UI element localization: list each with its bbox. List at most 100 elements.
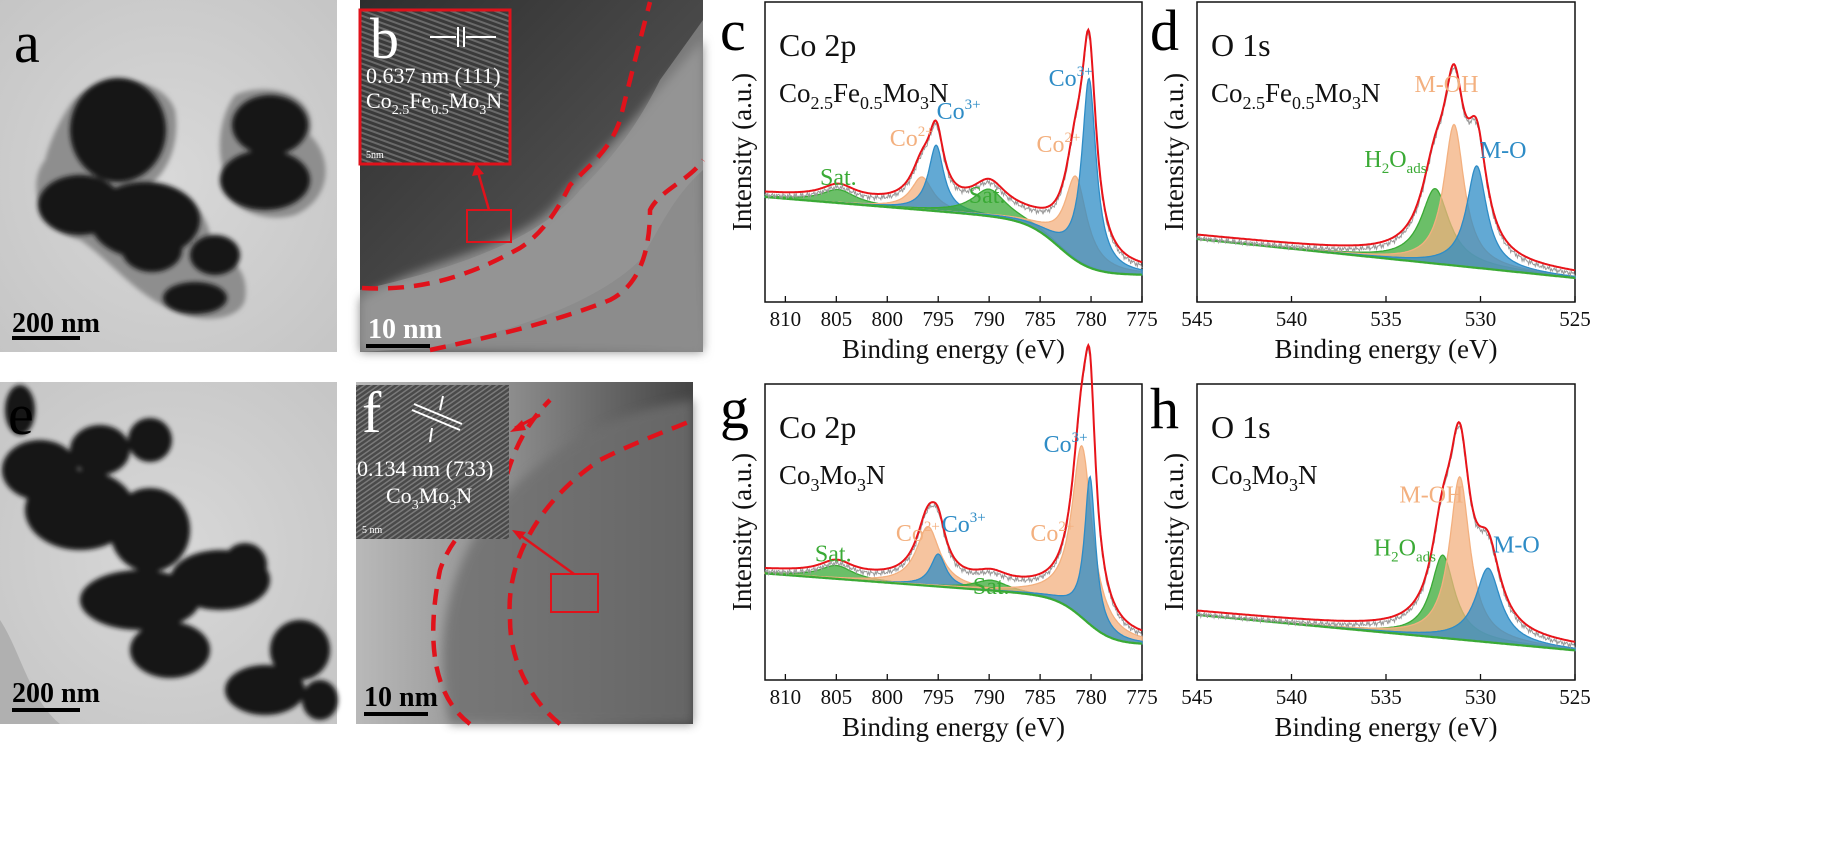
x-tick-label: 800 <box>872 307 904 331</box>
inset-spacing-f: 0.134 nm (733) <box>357 456 493 481</box>
lattice-spacing-marker-f <box>411 395 463 443</box>
panel-letter-a: a <box>14 10 40 75</box>
boundary-dashed-b-outer <box>429 158 705 353</box>
zoom-arrow-b <box>476 171 491 211</box>
compound-formula: Co2.5Fe0.5Mo3N <box>779 78 949 113</box>
panel-letter-d: d <box>1150 0 1179 63</box>
peak-label-sat: Sat. <box>969 183 1006 209</box>
scale-bar-b <box>366 344 430 348</box>
baseline-curve <box>764 572 1143 645</box>
xps-chart-d-o1s: d 545 540 535 530 525 Binding energy (eV) Inte… <box>1150 0 1591 364</box>
peak-label-mo: M-O <box>1480 138 1527 164</box>
x-tick-label: 795 <box>922 307 954 331</box>
x-tick-label: 780 <box>1075 307 1107 331</box>
scale-bar-label-b: 10 nm <box>368 314 442 345</box>
peak-label-h2oads: H2Oads <box>1374 536 1436 566</box>
x-tick-label: 800 <box>872 685 904 709</box>
x-tick-label: 790 <box>973 685 1005 709</box>
scale-bar-label-f: 10 nm <box>364 682 438 713</box>
boundary-dashed-f-outer <box>430 398 552 726</box>
compound-formula: Co3Mo3N <box>1211 460 1318 495</box>
peak-label-mo: M-O <box>1493 533 1540 559</box>
x-tick-label: 535 <box>1370 307 1402 331</box>
scale-bar-label-a: 200 nm <box>12 308 100 339</box>
x-axis-title: Binding energy (eV) <box>1275 334 1498 364</box>
inset-scale-f: 5 nm <box>362 525 383 536</box>
hrtem-panel-f: f 0.134 nm (733) Co3Mo3N 5 nm 10 nm <box>356 380 694 726</box>
chart-title: Co 2p <box>779 409 856 445</box>
x-tick-label: 535 <box>1370 685 1402 709</box>
panel-letter-b: b <box>370 6 399 71</box>
panel-letter-h: h <box>1150 376 1179 441</box>
zoom-arrow-f <box>519 533 575 576</box>
x-tick-label: 545 <box>1181 307 1213 331</box>
compound-formula: Co2.5Fe0.5Mo3N <box>1211 78 1381 113</box>
chart-title: O 1s <box>1211 409 1271 445</box>
tem-panel-e: e 200 nm <box>0 382 338 724</box>
x-tick-label: 785 <box>1024 685 1056 709</box>
scale-bar-label-e: 200 nm <box>12 678 100 709</box>
x-tick-label: 795 <box>922 685 954 709</box>
peak-label-sat: Sat. <box>820 165 857 191</box>
peak-label-co3: Co3+ <box>1049 64 1093 92</box>
boundary-dashed-f-inner <box>507 417 694 726</box>
peak-label-sat: Sat. <box>973 574 1010 600</box>
baseline-curve <box>764 195 1142 276</box>
peak-label-co3: Co3+ <box>1044 430 1088 458</box>
envelope-fit-curve <box>1196 420 1576 643</box>
envelope-fit-curve <box>765 27 1143 264</box>
raw-data-curve <box>1196 425 1576 649</box>
x-tick-label: 785 <box>1024 307 1056 331</box>
y-axis-title: Intensity (a.u.) <box>727 73 757 231</box>
xps-chart-h-o1s: h 545 540 535 530 525 Binding energy (eV) Inte… <box>1150 376 1591 742</box>
inset-compound-b: Co2.5Fe0.5Mo3N <box>366 88 502 118</box>
x-tick-label: 775 <box>1126 307 1158 331</box>
x-tick-label: 540 <box>1276 307 1308 331</box>
inset-spacing-b: 0.637 nm (111) <box>366 63 501 88</box>
raw-data-curve <box>1196 66 1576 278</box>
lattice-spacing-marker-b <box>430 27 496 47</box>
x-tick-label: 780 <box>1075 685 1107 709</box>
peak-label-co2: Co2+ <box>896 519 940 547</box>
inset-compound-f: Co3Mo3N <box>386 483 472 513</box>
peak-label-sat: Sat. <box>815 542 852 568</box>
peak-label-co3: Co3+ <box>942 510 986 538</box>
x-tick-label: 545 <box>1181 685 1213 709</box>
zoom-box-f <box>550 573 599 613</box>
scale-bar-a <box>12 336 80 340</box>
x-tick-label: 810 <box>770 307 802 331</box>
boundary-dashed-b-inner <box>361 1 653 291</box>
peak-label-co2: Co2+ <box>890 124 934 152</box>
scale-bar-f <box>364 712 428 716</box>
x-axis-title: Binding energy (eV) <box>1275 712 1498 742</box>
scale-bar-e <box>12 708 80 712</box>
peak-label-moh: M-OH <box>1399 482 1463 508</box>
y-axis-title: Intensity (a.u.) <box>1159 73 1189 231</box>
envelope-fit-curve <box>1196 63 1576 272</box>
peak-label-h2oads: H2Oads <box>1364 147 1426 177</box>
y-axis-title: Intensity (a.u.) <box>727 453 757 611</box>
x-tick-label: 790 <box>973 307 1005 331</box>
y-axis-title: Intensity (a.u.) <box>1159 453 1189 611</box>
xps-chart-g-co2p: g 810 805 800 795 790 785 780 775 Binding energy… <box>720 342 1158 742</box>
x-tick-label: 530 <box>1465 685 1497 709</box>
peak-label-moh: M-OH <box>1414 72 1478 98</box>
x-axis-title: Binding energy (eV) <box>842 712 1065 742</box>
panel-letter-g: g <box>720 376 749 441</box>
xps-chart-c-co2p: c 810 805 800 795 790 785 780 775 Binding energy… <box>720 0 1158 364</box>
peak-label-co3: Co3+ <box>937 97 981 125</box>
chart-title: Co 2p <box>779 27 856 63</box>
x-tick-label: 775 <box>1126 685 1158 709</box>
compound-formula: Co3Mo3N <box>779 460 886 495</box>
chart-title: O 1s <box>1211 27 1271 63</box>
x-tick-label: 540 <box>1276 685 1308 709</box>
hrtem-panel-b: b 0.637 nm (111) Co2.5Fe0.5Mo3N 5nm 10 n… <box>358 0 705 353</box>
x-tick-label: 810 <box>770 685 802 709</box>
x-tick-label: 530 <box>1465 307 1497 331</box>
panel-letter-f: f <box>362 380 382 445</box>
x-axis-title: Binding energy (eV) <box>842 334 1065 364</box>
x-tick-label: 805 <box>821 307 853 331</box>
peak-label-co2: Co2+ <box>1036 130 1080 158</box>
inset-b <box>358 8 512 166</box>
